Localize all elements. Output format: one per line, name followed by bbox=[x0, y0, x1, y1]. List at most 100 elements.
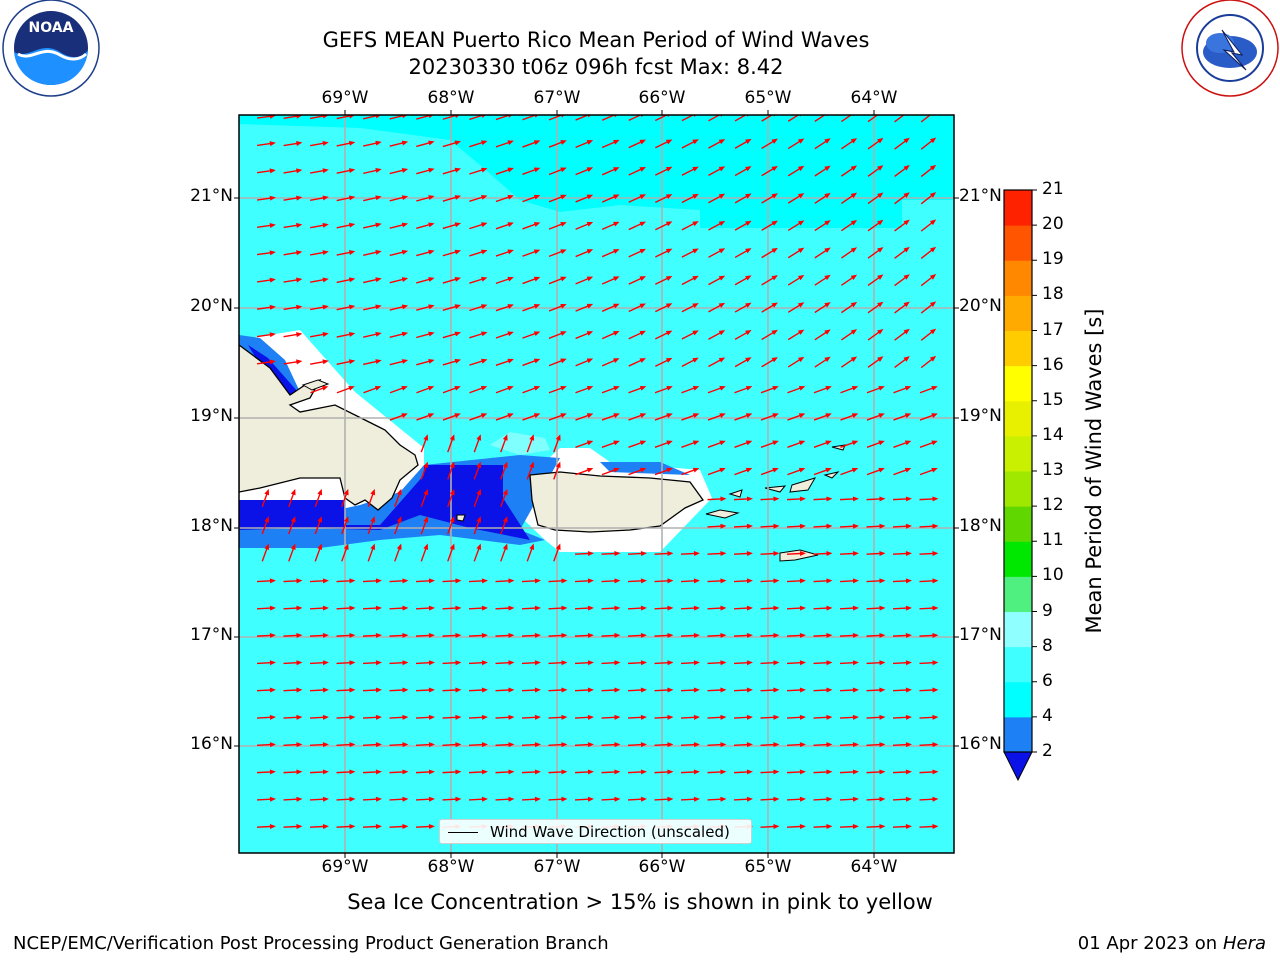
wind-arrow bbox=[733, 769, 753, 775]
wind-arrow bbox=[894, 137, 910, 150]
wind-arrow bbox=[521, 714, 541, 720]
wind-arrow bbox=[707, 714, 727, 720]
wind-arrow bbox=[628, 166, 646, 176]
lon-label-bottom: 66°W bbox=[638, 857, 686, 877]
wind-arrow bbox=[787, 274, 805, 286]
lat-label-right: 16°N bbox=[959, 734, 1002, 754]
wind-arrow bbox=[760, 467, 779, 476]
wind-arrow bbox=[575, 249, 594, 258]
wind-arrow bbox=[336, 331, 356, 338]
wind-arrow bbox=[761, 275, 778, 286]
footer-date-text: 01 Apr 2023 on bbox=[1077, 933, 1218, 954]
wind-arrow bbox=[627, 660, 647, 666]
wind-arrow bbox=[681, 275, 699, 286]
wind-arrow bbox=[734, 357, 752, 368]
wind-arrow bbox=[415, 714, 435, 720]
colorbar-bin bbox=[1004, 471, 1032, 507]
lon-label-top: 65°W bbox=[744, 88, 792, 108]
wind-arrow bbox=[468, 769, 488, 775]
wind-arrow bbox=[786, 605, 806, 611]
wind-arrow bbox=[919, 687, 939, 693]
wind-arrow bbox=[761, 329, 778, 341]
wind-arrow bbox=[627, 605, 647, 611]
wind-arrow bbox=[526, 434, 535, 453]
wind-arrow bbox=[363, 195, 382, 202]
wind-arrow bbox=[601, 605, 621, 611]
wind-arrow bbox=[495, 687, 515, 693]
wind-arrow bbox=[389, 605, 409, 611]
wind-arrow bbox=[416, 195, 435, 202]
wind-arrow bbox=[894, 192, 910, 205]
wind-arrow bbox=[601, 660, 621, 666]
wind-arrow bbox=[521, 578, 541, 584]
wind-arrow bbox=[389, 824, 409, 830]
wind-arrow bbox=[574, 578, 594, 584]
wind-arrow bbox=[680, 605, 700, 611]
wind-arrow bbox=[469, 167, 488, 175]
wind-arrow bbox=[283, 714, 303, 720]
wind-arrow bbox=[920, 274, 937, 287]
wind-arrow bbox=[336, 385, 355, 394]
footer-date: 01 Apr 2023 on Hera bbox=[1078, 933, 1266, 954]
wind-arrow bbox=[309, 824, 329, 830]
wind-arrow bbox=[707, 440, 726, 448]
wind-arrow bbox=[627, 714, 647, 720]
wind-arrow bbox=[256, 250, 276, 256]
wind-arrow bbox=[309, 742, 329, 748]
wind-arrow bbox=[734, 248, 752, 259]
wind-arrow bbox=[415, 578, 435, 584]
wind-arrow bbox=[760, 440, 779, 448]
wind-arrow bbox=[839, 496, 859, 502]
wind-arrow bbox=[469, 195, 488, 202]
wind-arrow bbox=[839, 660, 859, 666]
wind-arrow bbox=[256, 195, 276, 201]
land-mona bbox=[456, 514, 466, 522]
wind-arrow bbox=[336, 195, 356, 202]
wind-arrow bbox=[495, 578, 515, 584]
wind-arrow bbox=[866, 413, 885, 421]
wind-arrow bbox=[575, 440, 594, 448]
wind-arrow bbox=[707, 413, 726, 421]
wind-arrow bbox=[495, 194, 514, 203]
colorbar-bin bbox=[1004, 541, 1032, 577]
lat-label-left: 20°N bbox=[190, 296, 233, 316]
wind-arrow bbox=[548, 194, 567, 203]
wind-arrow bbox=[786, 687, 806, 693]
wind-arrow bbox=[866, 523, 886, 529]
wind-arrow bbox=[866, 660, 886, 666]
land-st-thomas bbox=[764, 485, 787, 493]
wind-arrow bbox=[654, 440, 673, 448]
wind-arrow bbox=[866, 824, 886, 830]
wind-arrow bbox=[601, 742, 621, 748]
wind-arrow bbox=[468, 687, 488, 693]
wind-arrow bbox=[548, 140, 567, 148]
wind-arrow bbox=[473, 461, 482, 480]
wind-arrow bbox=[442, 714, 462, 720]
wind-arrow bbox=[336, 359, 356, 365]
wind-arrow bbox=[841, 192, 858, 204]
lon-label-top: 64°W bbox=[850, 88, 898, 108]
wind-arrow bbox=[760, 769, 780, 775]
wind-arrow bbox=[468, 578, 488, 584]
wind-arrow bbox=[708, 166, 726, 177]
wind-arrow bbox=[394, 543, 402, 562]
wind-arrow bbox=[468, 660, 488, 666]
wind-arrow bbox=[839, 769, 859, 775]
wind-arrow bbox=[389, 331, 409, 339]
land-hispaniola bbox=[239, 344, 419, 511]
wind-arrow bbox=[548, 413, 567, 421]
wind-arrow bbox=[628, 330, 646, 340]
wind-arrow bbox=[336, 168, 356, 174]
wind-arrow bbox=[415, 769, 435, 775]
wind-arrow bbox=[283, 578, 303, 584]
wind-arrow bbox=[442, 249, 462, 257]
wind-arrow bbox=[415, 632, 435, 638]
wind-arrow bbox=[919, 632, 939, 638]
wind-arrow bbox=[892, 523, 912, 529]
wind-arrow bbox=[892, 769, 912, 775]
map-frame bbox=[238, 114, 955, 854]
wind-arrow bbox=[733, 551, 753, 557]
wind-arrow bbox=[814, 138, 831, 150]
wind-arrow bbox=[442, 304, 462, 312]
colorbar-under-triangle bbox=[1003, 751, 1033, 782]
